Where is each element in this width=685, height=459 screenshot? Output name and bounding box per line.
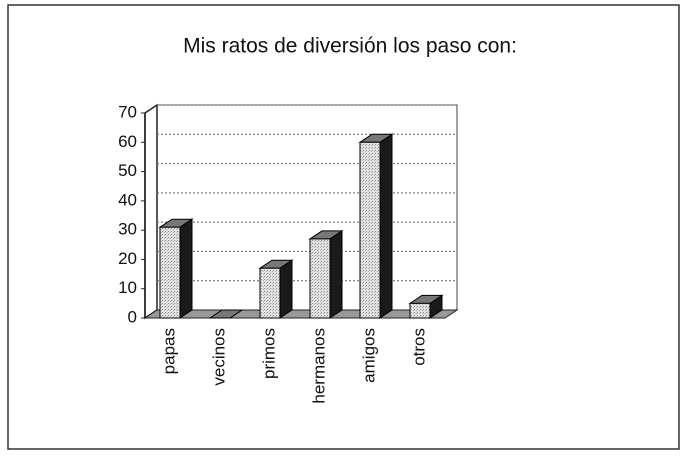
bar xyxy=(259,267,281,319)
y-tick-label: 60 xyxy=(118,132,137,151)
y-tick-label: 30 xyxy=(118,220,137,239)
x-tick-label: amigos xyxy=(359,328,378,383)
bar-group xyxy=(358,133,394,319)
y-tick-label: 20 xyxy=(118,249,137,268)
bar-side xyxy=(379,133,393,319)
bar xyxy=(359,141,381,319)
bar xyxy=(409,302,431,319)
side-wall xyxy=(144,103,158,320)
bar-group xyxy=(158,218,194,319)
bar-group xyxy=(258,259,294,319)
bar-group xyxy=(208,309,244,319)
y-tick-label: 70 xyxy=(118,102,137,121)
bar-group xyxy=(408,294,444,319)
y-tick-label: 50 xyxy=(118,161,137,180)
bar-side xyxy=(179,218,193,319)
back-wall xyxy=(156,104,458,311)
bar xyxy=(309,238,331,319)
y-tick-label: 0 xyxy=(128,307,137,326)
bar xyxy=(159,226,181,319)
bar-side xyxy=(279,259,293,319)
x-tick-label: otros xyxy=(409,328,428,366)
x-tick-label: papas xyxy=(159,328,178,374)
y-tick-label: 10 xyxy=(118,278,137,297)
bar-group xyxy=(308,229,344,319)
x-tick-label: hermanos xyxy=(309,328,328,404)
chart-title: Mis ratos de diversión los paso con: xyxy=(183,35,517,58)
bar-top xyxy=(208,309,244,319)
y-tick-label: 40 xyxy=(118,190,137,209)
x-tick-label: vecinos xyxy=(209,328,228,386)
x-tick-label: primos xyxy=(259,328,278,379)
bar-side xyxy=(329,229,343,319)
